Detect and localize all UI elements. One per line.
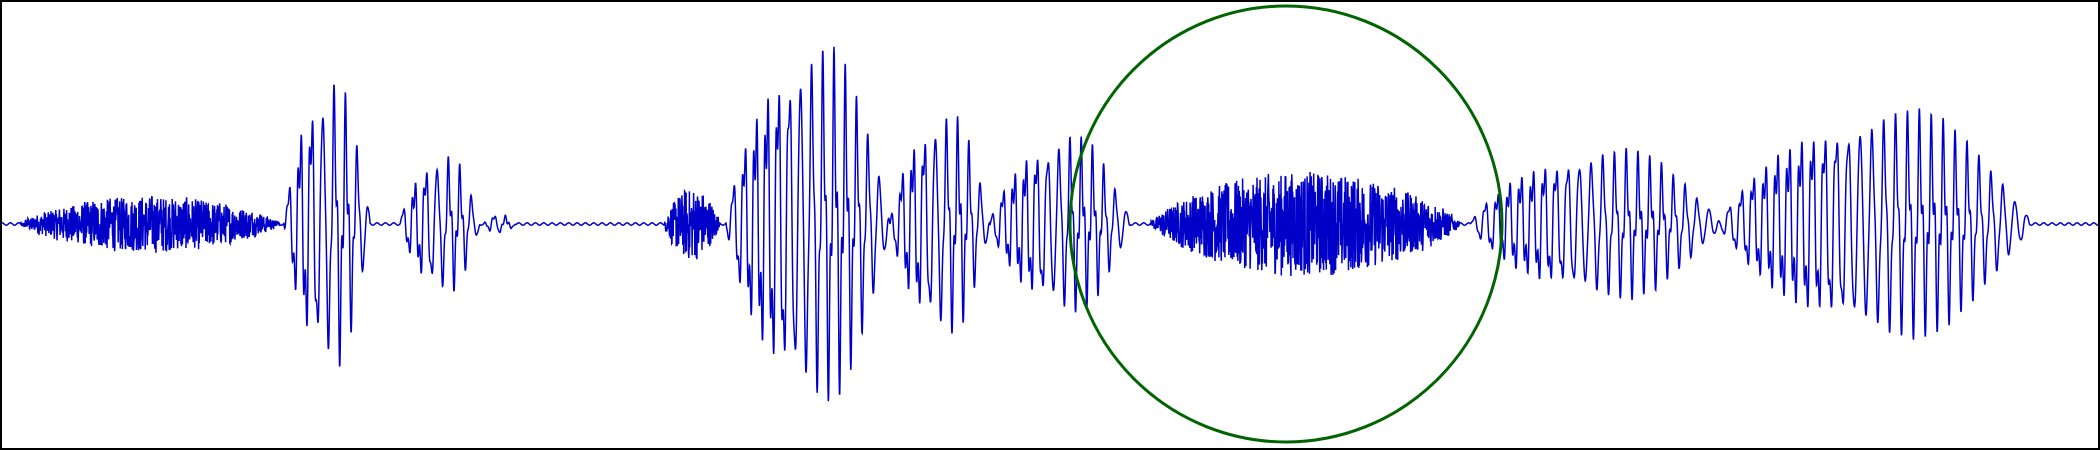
annotation-layer [1068, 4, 1504, 444]
waveform-line [0, 46, 2100, 402]
waveform-series [0, 46, 2100, 402]
highlight-circle [1068, 4, 1504, 444]
